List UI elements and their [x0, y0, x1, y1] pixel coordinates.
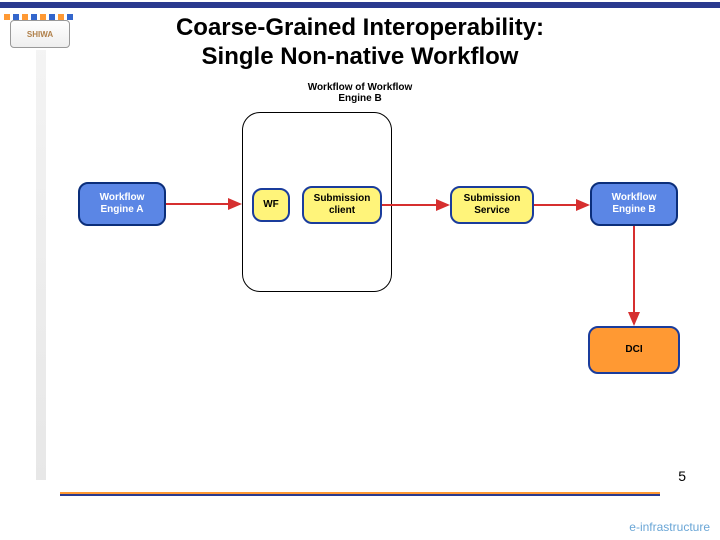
page-number: 5	[678, 468, 686, 484]
left-stripe-decoration	[36, 50, 46, 480]
node-submission-client: Submissionclient	[302, 186, 382, 224]
title-line-2: Single Non-native Workflow	[202, 43, 519, 70]
container-label-line-2: Engine B	[338, 93, 381, 104]
node-submission-service: SubmissionService	[450, 186, 534, 224]
node-wf: WF	[252, 188, 290, 222]
footer-bar	[60, 492, 660, 496]
slide-title: Coarse-Grained Interoperability: Single …	[0, 14, 720, 72]
container-label: Workflow of Workflow Engine B	[0, 82, 720, 104]
node-dci: DCI	[588, 326, 680, 374]
node-workflow-engine-b: WorkflowEngine B	[590, 182, 678, 226]
title-line-1: Coarse-Grained Interoperability:	[176, 14, 544, 41]
footer-text: e-infrastructure	[629, 520, 710, 534]
node-workflow-engine-a: WorkflowEngine A	[78, 182, 166, 226]
container-label-line-1: Workflow of Workflow	[308, 82, 413, 93]
slide-top-bar	[0, 2, 720, 8]
